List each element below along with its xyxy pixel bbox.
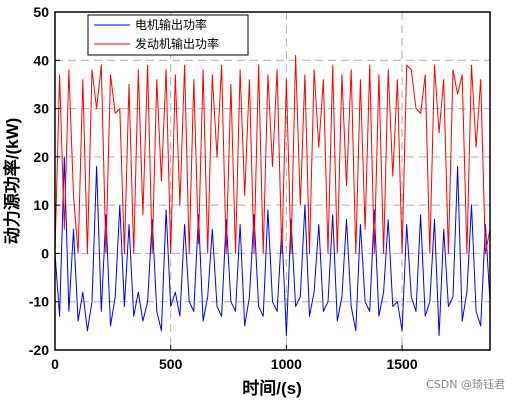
series-lines — [54, 55, 491, 336]
legend-label-motor: 电机输出功率 — [135, 17, 207, 32]
y-tick-label: 0 — [41, 245, 49, 261]
x-tick-label: 1500 — [386, 356, 417, 372]
series-line-engine — [54, 55, 491, 254]
legend: 电机输出功率 发动机输出功率 — [87, 14, 249, 56]
y-tick-label: -10 — [29, 294, 49, 310]
legend-label-engine: 发动机输出功率 — [135, 36, 219, 51]
y-tick-label: -20 — [29, 342, 49, 358]
x-tick-label: 500 — [159, 356, 183, 372]
y-ticks: -20 -10 0 10 20 30 40 50 — [29, 4, 60, 358]
x-ticks: 0 500 1000 1500 — [51, 345, 418, 372]
legend-box — [87, 14, 249, 56]
y-tick-label: 40 — [33, 52, 49, 68]
series-line-motor — [54, 156, 491, 336]
x-axis-label: 时间/(s) — [242, 378, 302, 398]
x-tick-label: 1000 — [271, 356, 302, 372]
y-tick-label: 10 — [33, 197, 49, 213]
watermark-text: CSDN @琦钰君 — [426, 378, 505, 391]
x-tick-label: 0 — [51, 356, 59, 372]
y-axis-label: 动力源功率/(kW) — [2, 118, 22, 245]
plot-frame — [54, 11, 491, 351]
y-tick-label: 50 — [33, 4, 49, 20]
y-tick-label: 30 — [33, 101, 49, 117]
y-tick-label: 20 — [33, 149, 49, 165]
